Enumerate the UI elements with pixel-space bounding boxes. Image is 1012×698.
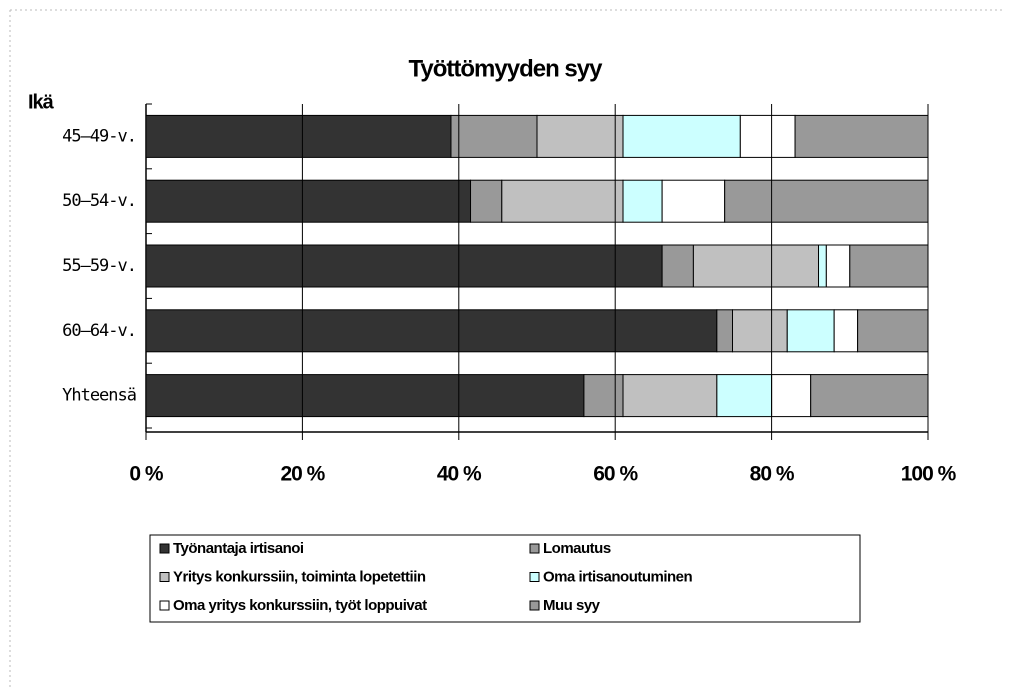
bar-segment <box>732 309 788 353</box>
bar-segment <box>771 374 812 418</box>
bar-segment <box>849 244 929 288</box>
legend-label: Muu syy <box>543 597 601 614</box>
bar-segment <box>724 179 929 223</box>
bar-segment <box>583 374 624 418</box>
x-tick-label: 60 % <box>593 463 638 486</box>
bar-segment <box>794 114 929 158</box>
x-tick-label: 40 % <box>437 463 482 486</box>
legend-label: Oma yritys konkurssiin, työt loppuivat <box>173 597 427 614</box>
legend-swatch <box>159 600 170 611</box>
legend-label: Lomautus <box>543 540 611 557</box>
x-tick-label: 100 % <box>901 463 957 486</box>
bar-segment <box>145 114 452 158</box>
bar-segment <box>692 244 820 288</box>
y-axis-label: Ikä <box>28 91 55 113</box>
bar-segment <box>857 309 929 353</box>
legend <box>149 534 861 623</box>
bar-segment <box>825 244 851 288</box>
bar-segment <box>661 179 726 223</box>
y-tick-label: 55–59-v. <box>62 256 136 276</box>
legend-label: Yritys konkurssiin, toiminta lopetettiin <box>173 568 426 585</box>
y-tick-label: 50–54-v. <box>62 191 136 211</box>
legend-swatch <box>529 543 540 554</box>
chart-title: Työttömyyden syy <box>409 55 604 82</box>
bar-segment <box>716 309 733 353</box>
bar-segment <box>833 309 859 353</box>
x-tick-label: 20 % <box>280 463 325 486</box>
legend-label: Työnantaja irtisanoi <box>173 540 304 557</box>
legend-label: Oma irtisanoutuminen <box>543 568 693 585</box>
y-tick-label: 60–64-v. <box>62 321 136 341</box>
x-tick-label: 80 % <box>750 463 795 486</box>
bar-segment <box>145 374 585 418</box>
bar-segment <box>501 179 624 223</box>
bar-segment <box>145 244 663 288</box>
bar-segment <box>145 309 718 353</box>
x-tick-label: 0 % <box>129 463 164 486</box>
legend-swatch <box>159 572 170 582</box>
bar-segment <box>661 244 694 288</box>
bar-segment <box>786 309 835 353</box>
bar-segment <box>818 244 827 288</box>
legend-swatch <box>159 543 170 554</box>
bar-segment <box>716 374 773 418</box>
y-tick-label: Yhteensä <box>62 386 136 406</box>
y-tick-label: 45–49-v. <box>62 126 136 146</box>
bar-segment <box>470 179 503 223</box>
bar-segment <box>739 114 796 158</box>
legend-swatch <box>529 572 540 582</box>
bar-segment <box>145 179 472 223</box>
bar-segment <box>536 114 624 158</box>
bar-segment <box>622 179 663 223</box>
bar-segment <box>450 114 538 158</box>
bar-segment <box>622 374 718 418</box>
bar-segment <box>622 114 741 158</box>
legend-swatch <box>529 600 540 611</box>
bar-segment <box>810 374 929 418</box>
